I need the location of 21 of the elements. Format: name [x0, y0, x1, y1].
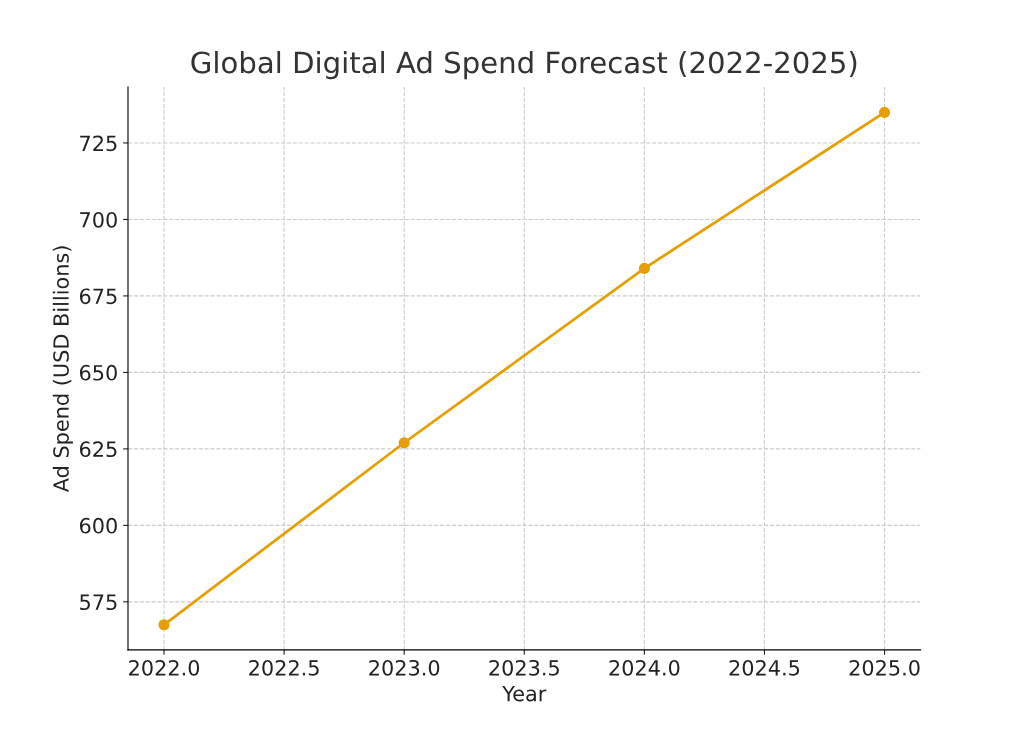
y-tick-label: 725 [80, 135, 117, 152]
y-tick-label: 575 [80, 594, 117, 611]
y-tick-label: 650 [79, 364, 117, 381]
y-tick-label: 625 [79, 441, 117, 458]
y-axis-title: Ad Spend (USD Billions) [52, 246, 73, 493]
point [878, 106, 891, 118]
x-tick-label: 2025.0 [849, 659, 920, 676]
x-tick-label: 2024.0 [609, 659, 680, 676]
y-tick-label: 675 [79, 288, 117, 305]
point [638, 262, 650, 274]
x-tick-label: 2022.0 [129, 659, 200, 676]
x-tick-label: 2024.5 [729, 659, 800, 676]
y-tick-label: 700 [80, 211, 117, 228]
x-tick-label: 2022.5 [249, 659, 319, 676]
point [158, 619, 170, 631]
x-tick-label: 2023.0 [369, 659, 440, 676]
x-tick-label: 2023.5 [489, 659, 559, 676]
chart-title: Global Digital Ad Spend Forecast (2022-2025) [191, 50, 857, 80]
y-tick-label: 600 [79, 517, 117, 534]
point [398, 437, 410, 449]
x-axis-title: Year [502, 685, 547, 702]
